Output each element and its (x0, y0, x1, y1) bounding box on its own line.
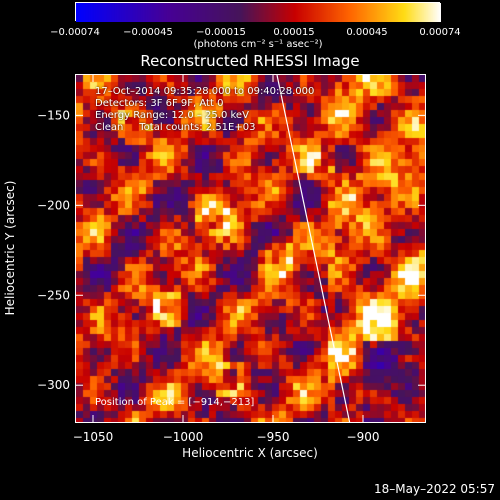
colorbar-tick-label: 0.00074 (419, 27, 461, 38)
colorbar-tick-label: 0.00045 (346, 27, 388, 38)
limb-line (276, 75, 351, 422)
solar-limb-line (276, 75, 351, 422)
y-axis-label: Heliocentric Y (arcsec) (3, 180, 17, 316)
method-counts-label: Clean Total counts: 2.51E+03 (95, 122, 256, 133)
detectors-label: Detectors: 3F 6F 9F, Att 0 (95, 98, 224, 109)
y-tick-label: −150 (37, 108, 70, 122)
time-range-label: 17–Oct–2014 09:35:28.000 to 09:40:28.000 (95, 86, 315, 97)
energy-range-label: Energy Range: 12.0 – 25.0 keV (95, 110, 249, 121)
colorbar-tick-label: −0.00074 (50, 27, 100, 38)
colorbar-tick-label: 0.00015 (273, 27, 315, 38)
x-tick-label: −1000 (163, 430, 204, 444)
chart-title: Reconstructed RHESSI Image (140, 52, 360, 70)
colorbar-tick-label: −0.00015 (196, 27, 246, 38)
colorbar-gradient (76, 3, 441, 22)
peak-position-label: Position of Peak = [−914,−213] (95, 397, 255, 408)
y-tick-label: −200 (37, 198, 70, 212)
plot-area (75, 74, 426, 423)
heatmap-image (76, 75, 425, 422)
y-tick-label: −300 (37, 378, 70, 392)
colorbar (75, 2, 441, 22)
x-tick-label: −900 (347, 430, 380, 444)
colorbar-unit: (photons cm⁻² s⁻¹ asec⁻²) (193, 39, 323, 50)
footer-timestamp: 18–May–2022 05:57 (373, 482, 495, 496)
colorbar-tick-label: −0.00045 (123, 27, 173, 38)
x-tick-label: −950 (257, 430, 290, 444)
x-tick-label: −1050 (73, 430, 114, 444)
y-tick-label: −250 (37, 288, 70, 302)
x-axis-label: Heliocentric X (arcsec) (182, 446, 318, 460)
